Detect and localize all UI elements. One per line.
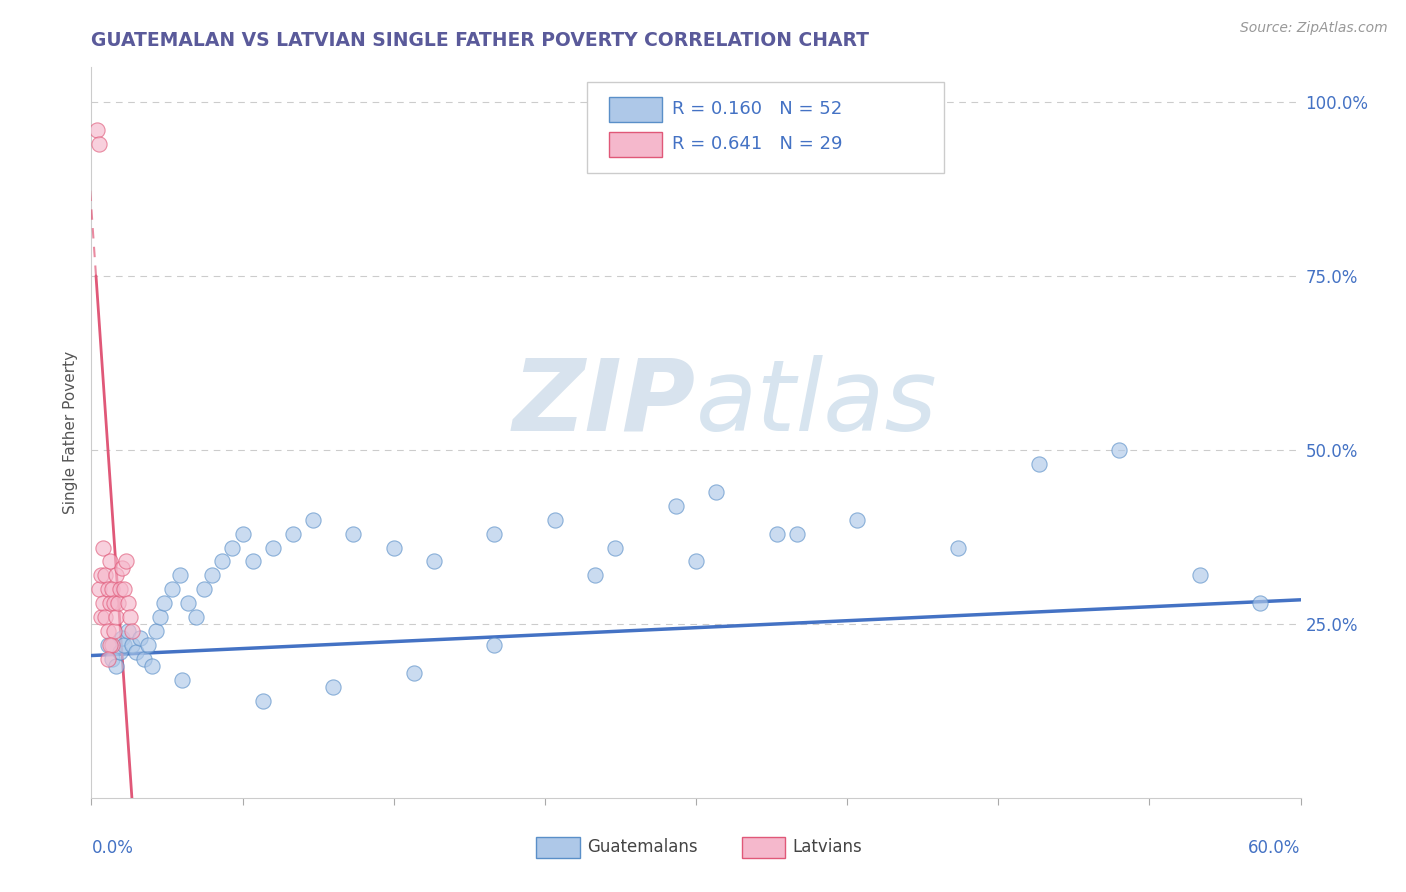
Point (94, 568, 117, 582)
FancyBboxPatch shape (609, 132, 662, 157)
Point (98, 596, 121, 610)
Point (160, 582, 183, 597)
Point (141, 659, 163, 673)
Point (90, 568, 112, 582)
Point (172, 673, 194, 687)
Text: 0.0%: 0.0% (91, 838, 134, 856)
Point (100, 638, 122, 652)
Point (111, 561, 132, 575)
Point (946, 541, 969, 555)
Point (107, 596, 129, 610)
Point (193, 582, 215, 597)
Point (86, 122, 108, 136)
Point (96, 652, 118, 666)
Point (685, 554, 707, 568)
Point (89, 582, 111, 597)
Point (484, 526, 506, 541)
Point (112, 638, 135, 652)
Point (281, 526, 304, 541)
Point (177, 596, 200, 610)
Text: Guatemalans: Guatemalans (588, 838, 697, 856)
FancyBboxPatch shape (588, 81, 943, 173)
Point (484, 638, 506, 652)
Point (104, 659, 127, 673)
Point (704, 484, 727, 499)
Point (605, 541, 627, 555)
Point (111, 631, 132, 645)
Point (186, 610, 208, 624)
Text: R = 0.160   N = 52: R = 0.160 N = 52 (672, 100, 842, 119)
Point (423, 554, 446, 568)
Text: atlas: atlas (696, 355, 938, 452)
Point (402, 665, 425, 680)
Text: ZIP: ZIP (513, 355, 696, 452)
Point (665, 499, 688, 513)
Point (96, 624, 118, 639)
Point (108, 582, 131, 597)
Point (114, 554, 136, 568)
Point (132, 652, 155, 666)
Point (242, 554, 264, 568)
Point (118, 610, 141, 624)
Point (121, 638, 143, 652)
Point (103, 596, 125, 610)
Point (342, 526, 364, 541)
Point (90, 610, 112, 624)
Point (252, 694, 274, 708)
Point (1188, 568, 1211, 582)
Point (302, 513, 325, 527)
Point (112, 582, 135, 597)
Point (201, 568, 224, 582)
Point (322, 680, 344, 694)
Text: 60.0%: 60.0% (1249, 838, 1301, 856)
FancyBboxPatch shape (609, 97, 662, 122)
Point (96, 638, 118, 652)
Point (108, 645, 131, 659)
FancyBboxPatch shape (742, 837, 786, 858)
Point (145, 624, 167, 639)
Point (169, 568, 191, 582)
Point (136, 638, 159, 652)
Point (583, 568, 606, 582)
FancyBboxPatch shape (536, 837, 579, 858)
Text: GUATEMALAN VS LATVIAN SINGLE FATHER POVERTY CORRELATION CHART: GUATEMALAN VS LATVIAN SINGLE FATHER POVE… (91, 31, 869, 50)
Point (231, 526, 253, 541)
Point (93, 596, 115, 610)
Point (100, 582, 122, 597)
Point (1108, 443, 1130, 458)
Point (93, 541, 115, 555)
Point (103, 624, 125, 639)
Point (100, 652, 122, 666)
Point (846, 513, 869, 527)
Text: Latvians: Latvians (793, 838, 862, 856)
Point (1249, 596, 1271, 610)
Point (149, 610, 172, 624)
Point (128, 631, 150, 645)
Point (98, 554, 121, 568)
Point (96, 582, 118, 597)
Point (89, 136, 111, 151)
Point (104, 568, 127, 582)
Point (121, 624, 143, 639)
Point (1028, 457, 1050, 471)
Point (544, 513, 567, 527)
Point (262, 541, 284, 555)
Y-axis label: Single Father Poverty: Single Father Poverty (63, 351, 79, 514)
Point (221, 541, 243, 555)
Point (211, 554, 233, 568)
Point (98, 638, 121, 652)
Text: R = 0.641   N = 29: R = 0.641 N = 29 (672, 136, 842, 153)
Point (153, 596, 176, 610)
Point (765, 526, 787, 541)
Point (382, 541, 405, 555)
Point (117, 624, 139, 639)
Point (117, 596, 139, 610)
Text: Source: ZipAtlas.com: Source: ZipAtlas.com (1240, 21, 1388, 36)
Point (94, 610, 117, 624)
Point (125, 645, 148, 659)
Point (104, 610, 127, 624)
Point (786, 526, 808, 541)
